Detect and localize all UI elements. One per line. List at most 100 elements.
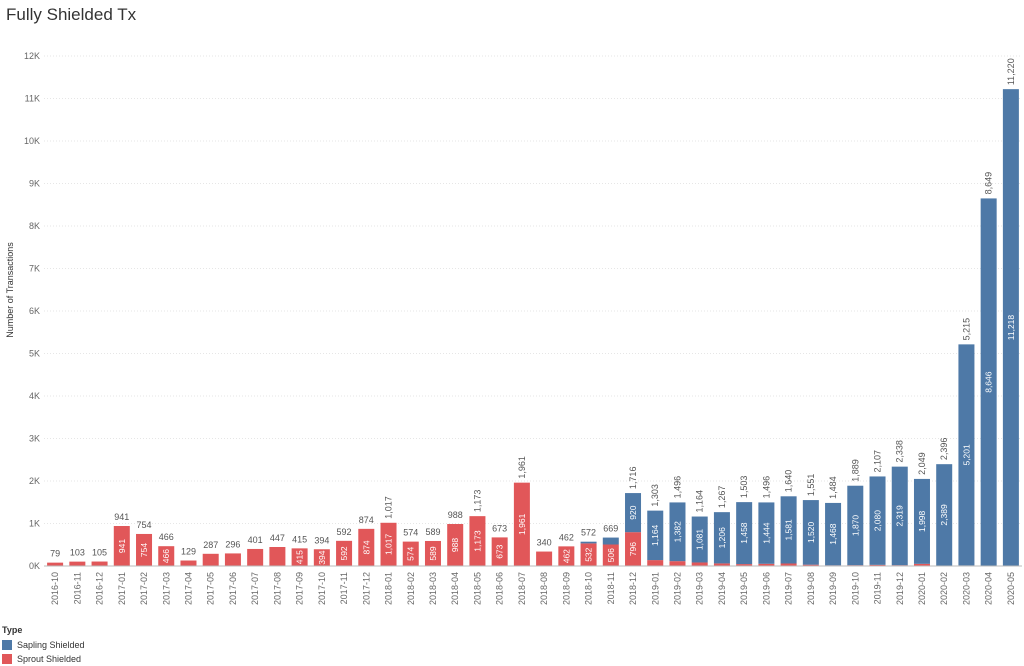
bar-sprout-2017-04[interactable]	[180, 561, 196, 566]
x-tick-label: 2018-07	[517, 572, 527, 605]
x-tick-label: 2019-11	[873, 572, 883, 604]
bar-sprout-2016-11[interactable]	[69, 562, 85, 566]
x-tick-label: 2017-08	[272, 572, 282, 605]
x-tick-label: 2019-08	[806, 572, 816, 605]
bar-total-label: 1,484	[828, 476, 838, 499]
x-tick-label: 2019-07	[784, 572, 794, 605]
bar-inner-label: 988	[450, 538, 460, 552]
bar-total-label: 103	[70, 548, 85, 558]
x-tick-label: 2017-12	[361, 572, 371, 605]
bar-sprout-2017-07[interactable]	[247, 549, 263, 566]
bar-total-label: 79	[50, 549, 60, 559]
legend-swatch-sapling	[2, 640, 12, 650]
legend-label-sprout: Sprout Shielded	[17, 654, 81, 664]
x-tick-label: 2019-12	[895, 572, 905, 605]
bar-sprout-2019-02[interactable]	[669, 561, 685, 566]
x-tick-label: 2020-04	[984, 572, 994, 605]
bar-sprout-2019-01[interactable]	[647, 560, 663, 566]
x-tick-label: 2019-05	[739, 572, 749, 605]
bar-total-label: 874	[359, 515, 374, 525]
bar-inner-label: 462	[561, 549, 571, 563]
bar-inner-label: 1,173	[472, 530, 482, 552]
x-tick-label: 2017-03	[161, 572, 171, 605]
bar-total-label: 1,551	[806, 474, 816, 497]
bar-total-label: 572	[581, 528, 596, 538]
legend-title: Type	[2, 625, 85, 635]
bar-total-label: 589	[425, 527, 440, 537]
x-tick-label: 2018-08	[539, 572, 549, 605]
bar-total-label: 296	[225, 539, 240, 549]
bar-total-label: 1,640	[784, 470, 794, 493]
bar-total-label: 1,173	[472, 490, 482, 513]
x-tick-label: 2018-06	[495, 572, 505, 605]
bar-total-label: 394	[314, 535, 329, 545]
x-tick-label: 2019-10	[850, 572, 860, 605]
legend-item-sapling[interactable]: Sapling Shielded	[2, 638, 85, 652]
bar-total-label: 1,503	[739, 476, 749, 499]
bar-total-label: 988	[448, 510, 463, 520]
y-tick-label: 4K	[29, 391, 40, 401]
bar-total-label: 11,220	[1006, 58, 1016, 85]
y-tick-label: 2K	[29, 476, 40, 486]
bar-inner-label: 8,646	[984, 371, 994, 393]
bar-total-label: 129	[181, 547, 196, 557]
bar-sapling-2018-11[interactable]	[603, 538, 619, 545]
bar-total-label: 1,496	[761, 476, 771, 499]
bar-inner-label: 11,218	[1006, 315, 1016, 341]
bar-inner-label: 1,382	[672, 521, 682, 543]
bar-total-label: 1,496	[672, 476, 682, 499]
bar-sapling-2018-10[interactable]	[581, 542, 597, 544]
bar-sprout-2017-08[interactable]	[269, 547, 285, 566]
bar-sprout-2016-10[interactable]	[47, 563, 63, 566]
x-tick-label: 2020-01	[917, 572, 927, 605]
bar-inner-label: 1,998	[917, 510, 927, 532]
bar-sprout-2016-12[interactable]	[92, 562, 108, 566]
bar-inner-label: 506	[606, 548, 616, 562]
bar-sprout-2017-05[interactable]	[203, 554, 219, 566]
y-tick-label: 5K	[29, 349, 40, 359]
bar-total-label: 941	[114, 512, 129, 522]
y-tick-label: 7K	[29, 264, 40, 274]
bar-inner-label: 2,080	[873, 510, 883, 532]
x-tick-label: 2020-05	[1006, 572, 1016, 605]
bar-sprout-2019-03[interactable]	[692, 562, 708, 566]
bar-inner-label: 1,468	[828, 523, 838, 545]
bar-total-label: 447	[270, 533, 285, 543]
x-tick-label: 2018-05	[472, 572, 482, 605]
x-tick-label: 2018-09	[561, 572, 571, 605]
x-tick-label: 2017-07	[250, 572, 260, 605]
bar-total-label: 1,164	[695, 490, 705, 513]
bar-inner-label: 415	[295, 550, 305, 564]
y-tick-label: 0K	[29, 561, 40, 571]
bar-inner-label: 1,520	[806, 521, 816, 543]
y-tick-label: 10K	[24, 136, 40, 146]
bar-total-label: 2,396	[939, 438, 949, 461]
bar-inner-label: 1,017	[384, 533, 394, 555]
y-tick-label: 8K	[29, 221, 40, 231]
x-tick-label: 2020-02	[939, 572, 949, 605]
bar-inner-label: 1,081	[695, 529, 705, 551]
x-tick-label: 2017-09	[295, 572, 305, 605]
x-tick-label: 2017-10	[317, 572, 327, 605]
bar-total-label: 1,303	[650, 484, 660, 507]
x-tick-label: 2017-06	[228, 572, 238, 605]
bar-inner-label: 532	[584, 547, 594, 561]
bar-total-label: 1,017	[384, 496, 394, 519]
bar-inner-label: 754	[139, 543, 149, 557]
x-tick-label: 2017-11	[339, 572, 349, 604]
y-tick-label: 6K	[29, 306, 40, 316]
bar-inner-label: 673	[495, 544, 505, 558]
bar-total-label: 462	[559, 532, 574, 542]
legend-swatch-sprout	[2, 654, 12, 664]
bar-total-label: 340	[537, 538, 552, 548]
bar-total-label: 1,716	[628, 467, 638, 490]
bar-sprout-2018-08[interactable]	[536, 552, 552, 566]
bar-sprout-2017-06[interactable]	[225, 553, 241, 566]
bar-inner-label: 874	[361, 540, 371, 554]
bar-total-label: 2,049	[917, 452, 927, 475]
legend-label-sapling: Sapling Shielded	[17, 640, 85, 650]
y-tick-label: 3K	[29, 434, 40, 444]
bar-total-label: 1,961	[517, 456, 527, 479]
y-tick-label: 9K	[29, 179, 40, 189]
